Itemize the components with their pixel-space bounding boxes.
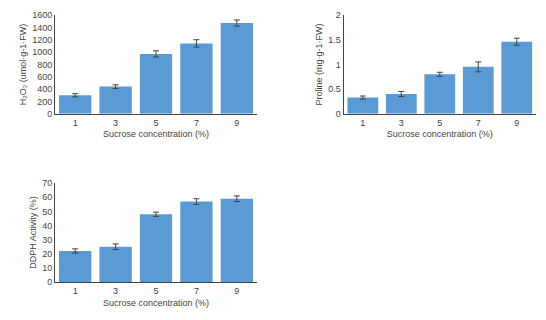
svg-text:Sucrose concentration (%): Sucrose concentration (%) bbox=[103, 129, 209, 139]
svg-text:1: 1 bbox=[336, 60, 341, 70]
svg-text:0: 0 bbox=[47, 277, 52, 287]
svg-text:200: 200 bbox=[37, 97, 52, 107]
svg-text:5: 5 bbox=[437, 118, 442, 128]
svg-text:2: 2 bbox=[336, 10, 341, 20]
svg-text:DDPH Activity (%): DDPH Activity (%) bbox=[28, 196, 38, 269]
svg-text:20: 20 bbox=[42, 249, 52, 259]
svg-text:1: 1 bbox=[360, 118, 365, 128]
svg-text:Proline (mg·g-1·FW): Proline (mg·g-1·FW) bbox=[314, 23, 324, 105]
svg-text:400: 400 bbox=[37, 84, 52, 94]
svg-text:60: 60 bbox=[42, 192, 52, 202]
svg-text:0: 0 bbox=[47, 109, 52, 119]
svg-text:1: 1 bbox=[73, 286, 78, 296]
svg-text:70: 70 bbox=[42, 178, 52, 188]
svg-text:1200: 1200 bbox=[32, 35, 52, 45]
svg-text:0: 0 bbox=[336, 109, 341, 119]
svg-text:9: 9 bbox=[514, 118, 519, 128]
svg-text:1: 1 bbox=[73, 118, 78, 128]
svg-text:Sucrose concentration (%): Sucrose concentration (%) bbox=[387, 129, 493, 139]
svg-text:3: 3 bbox=[113, 286, 118, 296]
svg-text:30: 30 bbox=[42, 235, 52, 245]
svg-text:3: 3 bbox=[113, 118, 118, 128]
svg-text:5: 5 bbox=[154, 118, 159, 128]
svg-text:1600: 1600 bbox=[32, 10, 52, 20]
svg-text:Sucrose concentration (%): Sucrose concentration (%) bbox=[103, 298, 209, 308]
svg-text:H₂O₂ (umol·g-1·FW): H₂O₂ (umol·g-1·FW) bbox=[18, 24, 28, 105]
svg-text:5: 5 bbox=[154, 286, 159, 296]
svg-text:7: 7 bbox=[476, 118, 481, 128]
svg-text:40: 40 bbox=[42, 221, 52, 231]
svg-text:3: 3 bbox=[399, 118, 404, 128]
svg-text:1400: 1400 bbox=[32, 23, 52, 33]
svg-text:0.5: 0.5 bbox=[328, 84, 341, 94]
svg-text:7: 7 bbox=[194, 118, 199, 128]
svg-text:50: 50 bbox=[42, 207, 52, 217]
svg-text:1.5: 1.5 bbox=[328, 35, 341, 45]
svg-text:7: 7 bbox=[194, 286, 199, 296]
svg-text:600: 600 bbox=[37, 72, 52, 82]
svg-text:10: 10 bbox=[42, 263, 52, 273]
svg-text:1000: 1000 bbox=[32, 47, 52, 57]
svg-text:800: 800 bbox=[37, 60, 52, 70]
svg-text:9: 9 bbox=[234, 118, 239, 128]
svg-text:9: 9 bbox=[234, 286, 239, 296]
